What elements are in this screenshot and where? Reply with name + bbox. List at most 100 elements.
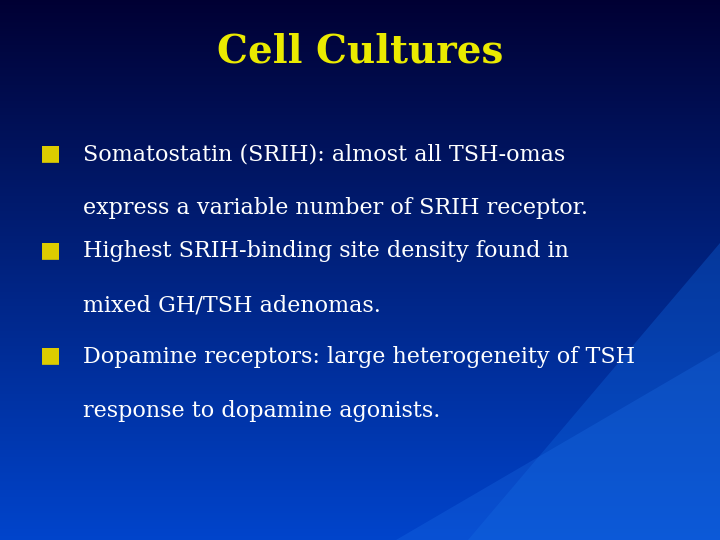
Bar xyxy=(0,517,720,518)
Bar xyxy=(0,403,720,405)
Bar xyxy=(0,7,720,9)
Bar xyxy=(0,31,720,32)
Bar xyxy=(0,265,720,266)
Bar xyxy=(0,187,720,189)
Bar xyxy=(0,324,720,326)
Bar xyxy=(0,204,720,205)
Bar xyxy=(0,279,720,281)
Bar xyxy=(0,288,720,290)
Bar xyxy=(0,347,720,349)
Bar xyxy=(0,320,720,322)
Bar xyxy=(0,117,720,119)
Bar xyxy=(0,32,720,34)
Bar xyxy=(0,342,720,344)
Bar xyxy=(0,34,720,36)
Bar xyxy=(0,484,720,486)
Bar xyxy=(0,308,720,309)
Bar xyxy=(0,255,720,258)
Bar xyxy=(0,38,720,39)
Bar xyxy=(0,150,720,151)
Bar xyxy=(0,130,720,131)
Bar xyxy=(0,329,720,331)
Bar xyxy=(0,198,720,200)
Bar xyxy=(0,479,720,481)
Bar xyxy=(0,86,720,88)
Bar xyxy=(0,56,720,58)
Bar xyxy=(0,450,720,452)
Bar xyxy=(0,309,720,312)
Bar xyxy=(0,387,720,389)
Bar xyxy=(0,376,720,378)
Bar xyxy=(0,295,720,297)
Bar xyxy=(0,363,720,366)
Bar xyxy=(0,228,720,231)
Bar xyxy=(0,504,720,506)
Bar xyxy=(0,92,720,93)
Bar xyxy=(0,366,720,367)
Bar xyxy=(0,410,720,412)
Bar xyxy=(0,79,720,81)
Bar xyxy=(0,315,720,317)
Bar xyxy=(0,306,720,308)
Bar xyxy=(0,101,720,103)
Bar xyxy=(0,281,720,282)
Bar xyxy=(0,328,720,329)
Bar xyxy=(0,99,720,101)
Bar xyxy=(0,491,720,493)
Bar xyxy=(0,349,720,351)
Bar xyxy=(0,155,720,157)
Bar xyxy=(0,389,720,390)
Bar xyxy=(0,11,720,12)
Bar xyxy=(0,362,720,363)
Text: Highest SRIH-binding site density found in: Highest SRIH-binding site density found … xyxy=(83,240,569,262)
Bar xyxy=(0,471,720,474)
Bar xyxy=(0,355,720,356)
Bar xyxy=(0,22,720,23)
Bar xyxy=(0,524,720,525)
Bar xyxy=(0,398,720,400)
Bar xyxy=(0,373,720,374)
Bar xyxy=(0,459,720,461)
Bar xyxy=(0,443,720,444)
Bar xyxy=(0,47,720,49)
Bar xyxy=(0,119,720,120)
Bar xyxy=(0,18,720,20)
Bar xyxy=(0,227,720,228)
Bar xyxy=(0,407,720,409)
Bar xyxy=(0,167,720,169)
Bar xyxy=(0,189,720,191)
Bar xyxy=(0,173,720,174)
Text: express a variable number of SRIH receptor.: express a variable number of SRIH recept… xyxy=(83,197,588,219)
Bar xyxy=(0,383,720,385)
Bar xyxy=(0,455,720,457)
Bar xyxy=(0,211,720,212)
Bar xyxy=(0,358,720,360)
Bar xyxy=(0,374,720,376)
Bar xyxy=(0,367,720,369)
Bar xyxy=(0,254,720,255)
Bar xyxy=(0,263,720,265)
Bar xyxy=(0,432,720,434)
Bar xyxy=(0,292,720,293)
Bar xyxy=(0,59,720,61)
Bar xyxy=(0,531,720,533)
Text: ■: ■ xyxy=(40,143,60,163)
Bar xyxy=(0,221,720,223)
Bar xyxy=(0,124,720,126)
Bar xyxy=(0,336,720,339)
Bar xyxy=(0,360,720,362)
Text: Cell Cultures: Cell Cultures xyxy=(217,32,503,70)
Bar xyxy=(0,535,720,536)
Bar xyxy=(0,515,720,517)
Bar xyxy=(0,200,720,201)
Bar xyxy=(0,520,720,522)
Bar xyxy=(0,2,720,4)
Bar xyxy=(0,218,720,220)
Bar xyxy=(0,225,720,227)
Bar xyxy=(0,209,720,211)
Bar xyxy=(0,45,720,47)
Bar xyxy=(0,319,720,320)
Bar xyxy=(0,396,720,398)
Bar xyxy=(0,66,720,69)
Bar xyxy=(0,525,720,528)
